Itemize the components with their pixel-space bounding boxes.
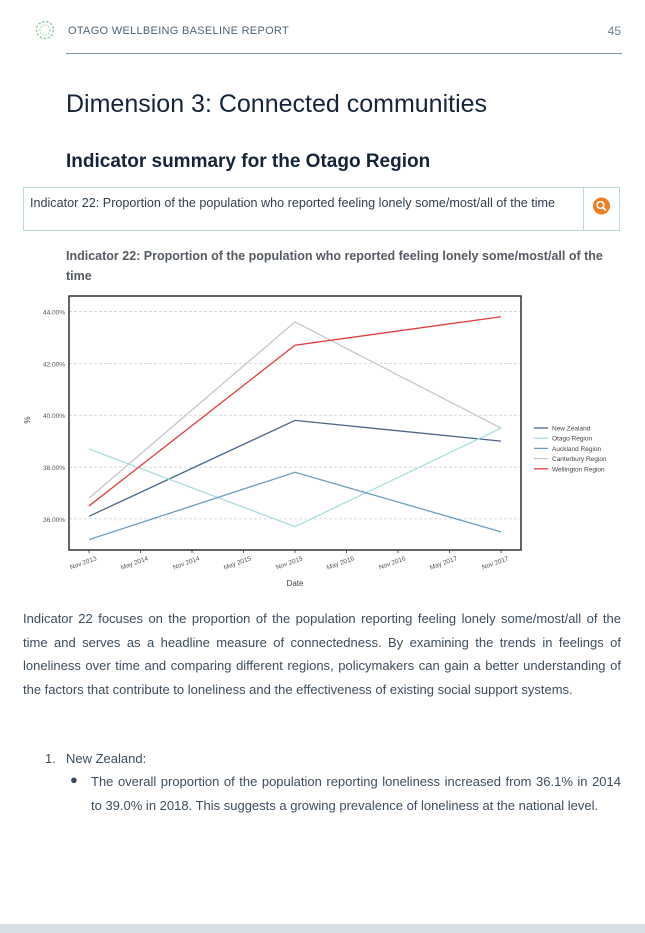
series-line	[88, 471, 502, 541]
x-tick-label: Nov 2016	[378, 555, 407, 571]
page-number: 45	[607, 24, 621, 38]
section-title: Indicator summary for the Otago Region	[66, 151, 431, 172]
bullet-text: The overall proportion of the population…	[91, 774, 621, 813]
list-number: 1.	[45, 751, 56, 766]
x-tick-label: May 2015	[223, 555, 253, 571]
body-paragraph: Indicator 22 focuses on the proportion o…	[23, 611, 621, 697]
x-tick-label: May 2014	[120, 555, 150, 571]
series-line	[88, 316, 502, 507]
report-title: OTAGO WELLBEING BASELINE REPORT	[68, 25, 290, 37]
legend-label: Canterbury Region	[552, 456, 607, 463]
x-tick-label: May 2017	[429, 555, 459, 571]
plot-frame	[68, 295, 522, 551]
x-axis-label: Date	[287, 579, 304, 588]
y-tick-label: 36.00%	[43, 517, 65, 524]
dimension-title: Dimension 3: Connected communities	[66, 90, 488, 118]
x-tick-label: May 2016	[326, 555, 356, 571]
y-tick-label: 42.00%	[43, 361, 65, 368]
series-line	[88, 419, 502, 517]
search-button[interactable]	[583, 188, 619, 230]
legend-label: Auckland Region	[552, 446, 602, 453]
y-tick-label: 38.00%	[43, 465, 65, 472]
x-tick-label: Nov 2015	[275, 555, 304, 571]
legend-label: New Zealand	[552, 426, 591, 433]
header-divider	[66, 53, 622, 54]
list-heading: New Zealand:	[66, 751, 147, 766]
x-tick-label: Nov 2013	[69, 555, 98, 571]
chart-heading: Indicator 22: Proportion of the populati…	[66, 249, 603, 283]
legend-label: Wellington Region	[552, 466, 605, 473]
x-tick-label: Nov 2017	[481, 555, 510, 571]
series-line	[88, 321, 502, 499]
footer-bar	[0, 924, 645, 933]
y-tick-label: 44.00%	[43, 310, 65, 317]
indicator-search-text[interactable]: Indicator 22: Proportion of the populati…	[30, 196, 556, 210]
search-icon	[593, 197, 610, 215]
wreath-logo-icon	[35, 20, 55, 40]
y-axis-label: %	[23, 416, 32, 423]
legend-label: Otago Region	[552, 436, 592, 443]
y-tick-label: 40.00%	[43, 413, 65, 420]
bullet-dot-icon: ●	[70, 772, 78, 787]
series-line	[88, 427, 502, 528]
indicator-search-box[interactable]: Indicator 22: Proportion of the populati…	[23, 187, 620, 231]
x-tick-label: Nov 2014	[172, 555, 201, 571]
page-header: OTAGO WELLBEING BASELINE REPORT 45	[0, 0, 645, 60]
loneliness-line-chart: 36.00% 38.00% 40.00% 42.00% 44.00% Nov 2013 Ma…	[23, 295, 607, 588]
